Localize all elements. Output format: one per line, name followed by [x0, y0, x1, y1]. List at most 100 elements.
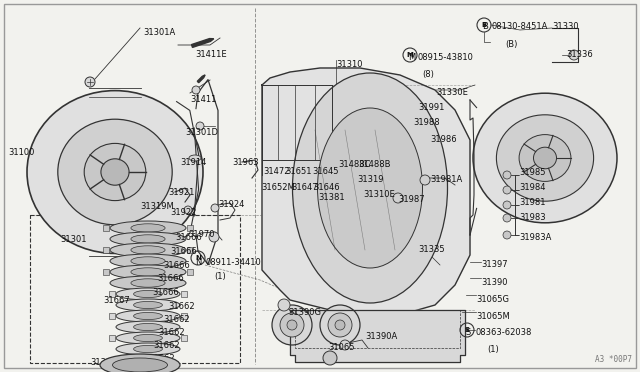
Text: (1): (1) — [487, 345, 499, 354]
Bar — [109, 335, 115, 341]
Text: 31376: 31376 — [90, 358, 116, 367]
Text: 31666: 31666 — [152, 288, 179, 297]
Bar — [109, 313, 115, 319]
Text: 31100: 31100 — [8, 148, 35, 157]
Circle shape — [320, 305, 360, 345]
Ellipse shape — [131, 279, 165, 287]
Text: 31647: 31647 — [291, 183, 317, 192]
Ellipse shape — [27, 91, 203, 253]
Bar — [187, 269, 193, 275]
Ellipse shape — [110, 221, 186, 235]
Circle shape — [211, 204, 219, 212]
Circle shape — [323, 351, 337, 365]
Circle shape — [85, 77, 95, 87]
Circle shape — [503, 171, 511, 179]
Text: 31381: 31381 — [318, 193, 344, 202]
Text: 31330E: 31330E — [436, 88, 468, 97]
Text: 31652M: 31652M — [261, 183, 295, 192]
Text: 08915-43810: 08915-43810 — [418, 53, 474, 62]
Text: 31488B: 31488B — [358, 160, 390, 169]
FancyArrow shape — [197, 75, 205, 83]
Text: 31981: 31981 — [519, 198, 545, 207]
Text: 31666: 31666 — [170, 247, 196, 256]
Text: 31335: 31335 — [418, 245, 445, 254]
Circle shape — [503, 231, 511, 239]
Circle shape — [192, 86, 200, 94]
FancyArrow shape — [191, 39, 214, 47]
Circle shape — [503, 201, 511, 209]
Circle shape — [278, 299, 290, 311]
Circle shape — [340, 340, 350, 350]
Bar — [181, 291, 187, 297]
Text: N: N — [195, 258, 202, 267]
Circle shape — [272, 305, 312, 345]
Bar — [187, 225, 193, 231]
Circle shape — [335, 320, 345, 330]
Text: 31488C: 31488C — [338, 160, 371, 169]
Text: M: M — [408, 53, 415, 62]
Text: 31065M: 31065M — [476, 312, 509, 321]
Circle shape — [569, 50, 579, 60]
Text: 31310E: 31310E — [363, 190, 395, 199]
Text: B: B — [482, 22, 488, 31]
Text: 31662: 31662 — [153, 341, 180, 350]
Text: 31390G: 31390G — [288, 308, 321, 317]
Text: S: S — [465, 328, 470, 337]
Ellipse shape — [113, 358, 168, 372]
Ellipse shape — [110, 232, 186, 246]
Polygon shape — [262, 68, 470, 315]
Bar — [103, 225, 109, 231]
Text: 31336: 31336 — [566, 50, 593, 59]
Text: (8): (8) — [422, 70, 434, 79]
Ellipse shape — [189, 155, 201, 161]
Ellipse shape — [116, 288, 180, 300]
Ellipse shape — [116, 299, 180, 311]
Circle shape — [503, 186, 511, 194]
Text: 31411E: 31411E — [195, 50, 227, 59]
Text: 31310: 31310 — [336, 60, 362, 69]
Circle shape — [420, 175, 430, 185]
Ellipse shape — [134, 334, 163, 341]
Text: 31662: 31662 — [168, 302, 195, 311]
Polygon shape — [290, 310, 465, 362]
Text: 31472: 31472 — [263, 167, 289, 176]
Text: 31985: 31985 — [519, 168, 545, 177]
Text: 31301D: 31301D — [185, 128, 218, 137]
Ellipse shape — [134, 301, 163, 309]
Text: M: M — [406, 52, 413, 58]
Text: 31662: 31662 — [148, 354, 175, 363]
Ellipse shape — [134, 312, 163, 320]
Ellipse shape — [101, 159, 129, 185]
Ellipse shape — [131, 268, 165, 276]
Bar — [103, 269, 109, 275]
Ellipse shape — [116, 310, 180, 322]
Ellipse shape — [110, 254, 186, 268]
Circle shape — [328, 313, 352, 337]
Ellipse shape — [100, 354, 180, 372]
Bar — [181, 335, 187, 341]
Ellipse shape — [131, 224, 165, 232]
Text: 31914: 31914 — [180, 158, 206, 167]
Text: A3 *00P7: A3 *00P7 — [595, 355, 632, 364]
Bar — [103, 247, 109, 253]
Text: 31666: 31666 — [175, 233, 202, 242]
Ellipse shape — [134, 291, 163, 298]
Ellipse shape — [134, 323, 163, 331]
Text: 31667: 31667 — [103, 296, 130, 305]
Text: 31986: 31986 — [430, 135, 456, 144]
Circle shape — [287, 320, 297, 330]
Text: 31065G: 31065G — [476, 295, 509, 304]
Text: 31984: 31984 — [519, 183, 545, 192]
Text: 08363-62038: 08363-62038 — [475, 328, 531, 337]
Text: 31651: 31651 — [285, 167, 312, 176]
Text: (1): (1) — [214, 272, 226, 281]
Ellipse shape — [519, 135, 571, 182]
Text: 31646: 31646 — [313, 183, 340, 192]
Text: B: B — [481, 22, 486, 28]
Text: 31981A: 31981A — [430, 175, 462, 184]
Text: 31301A: 31301A — [143, 28, 175, 37]
Text: 31411: 31411 — [190, 95, 216, 104]
Text: 31666: 31666 — [163, 261, 189, 270]
Ellipse shape — [131, 246, 165, 254]
Text: N: N — [195, 255, 201, 261]
